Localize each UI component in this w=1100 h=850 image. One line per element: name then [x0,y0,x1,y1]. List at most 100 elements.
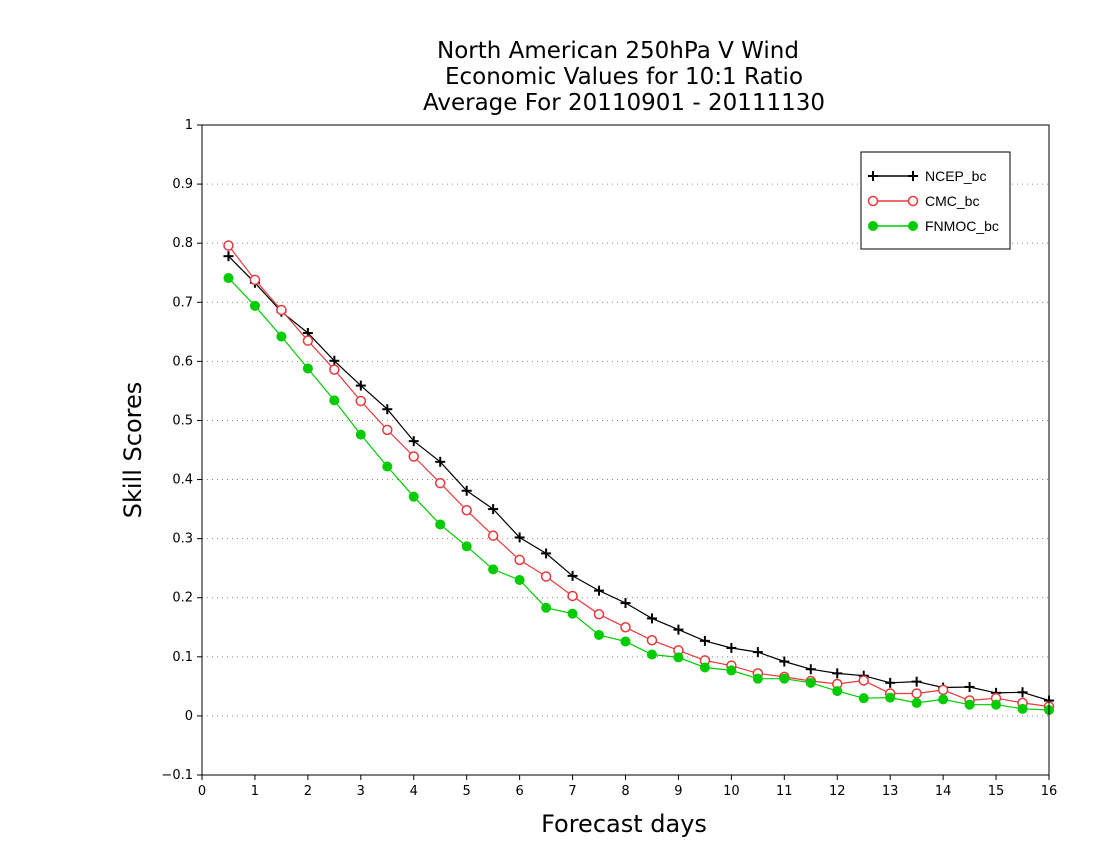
data-point-ncep-bc [646,613,657,624]
data-point-cmc-bc [514,554,525,566]
data-point-ncep-bc [514,532,525,543]
data-point-fnmoc-bc [673,652,684,663]
y-tick-label: 0.4 [172,473,193,488]
data-point-fnmoc-bc [408,491,419,502]
x-tick-label: 16 [1041,784,1058,799]
data-point-cmc-bc [382,424,393,436]
data-point-fnmoc-bc [249,300,260,311]
legend-marker-ncep-bc [868,171,878,181]
data-point-cmc-bc [567,590,578,602]
x-tick-label: 0 [198,784,206,799]
data-point-cmc-bc [223,240,234,251]
data-point-fnmoc-bc [355,429,366,440]
data-point-ncep-bc [726,642,737,653]
data-point-ncep-bc [461,485,472,496]
data-point-fnmoc-bc [329,395,340,406]
data-point-fnmoc-bc [752,673,763,684]
x-tick-label: 8 [621,784,629,799]
data-point-fnmoc-bc [567,608,578,619]
x-axis-label: Forecast days [541,810,707,838]
data-point-fnmoc-bc [991,699,1002,710]
data-point-fnmoc-bc [885,692,896,703]
data-point-ncep-bc [541,548,552,559]
y-tick-label: 0.8 [172,236,193,251]
data-point-ncep-bc [832,668,843,679]
data-point-cmc-bc [408,451,419,462]
legend-item-cmc-bc: CMC_bc [867,193,979,209]
data-point-cmc-bc [646,635,658,646]
data-point-fnmoc-bc [302,363,313,374]
data-point-fnmoc-bc [805,677,816,688]
legend-marker-fnmoc-bc [908,221,918,231]
data-point-ncep-bc [382,404,393,415]
data-point-cmc-bc [302,335,314,346]
y-tick-label: 0.7 [172,295,193,310]
data-point-ncep-bc [329,355,340,366]
data-point-ncep-bc [805,664,816,675]
y-tick-label: 0.9 [172,177,193,192]
legend-label-fnmoc-bc: FNMOC_bc [925,218,999,234]
data-point-fnmoc-bc [541,602,552,613]
y-tick-label: −0.1 [161,768,193,783]
x-tick-label: 7 [568,784,576,799]
data-point-cmc-bc [593,609,605,620]
data-point-ncep-bc [673,624,684,635]
x-tick-label: 2 [304,784,312,799]
data-point-fnmoc-bc [779,673,790,684]
data-point-cmc-bc [540,571,552,582]
legend-marker-fnmoc-bc [868,221,878,231]
data-point-ncep-bc [752,647,763,658]
data-point-fnmoc-bc [858,693,869,704]
series-line-fnmoc-bc [228,277,1050,711]
data-point-ncep-bc [885,677,896,688]
x-tick-label: 6 [515,784,523,799]
data-point-fnmoc-bc [938,694,949,705]
data-point-fnmoc-bc [382,461,393,472]
y-axis-label: Skill Scores [119,382,147,519]
data-point-ncep-bc [699,635,710,646]
y-tick-label: 0.1 [172,650,193,665]
data-point-fnmoc-bc [964,699,975,710]
data-point-cmc-bc [487,530,499,541]
x-tick-label: 15 [988,784,1005,799]
data-point-fnmoc-bc [435,519,446,530]
data-point-fnmoc-bc [1017,703,1028,714]
y-tick-label: 1 [185,118,193,133]
data-point-cmc-bc [461,505,472,516]
data-point-fnmoc-bc [911,697,922,708]
y-tick-label: 0.5 [172,413,193,428]
axis-ticks: −0.100.10.20.30.40.50.60.70.80.910 1 2 3 4 5 6… [161,118,1057,799]
data-point-fnmoc-bc [488,564,499,575]
y-tick-label: 0.6 [172,354,193,369]
data-point-cmc-bc [911,688,922,699]
data-point-ncep-bc [223,251,234,262]
data-point-fnmoc-bc [832,686,843,697]
data-point-fnmoc-bc [461,541,472,552]
data-point-fnmoc-bc [620,636,631,647]
legend: NCEP_bc CMC_bc FNMOC_bc [860,151,1011,250]
data-point-fnmoc-bc [726,665,737,676]
data-point-cmc-bc [858,675,869,686]
data-point-ncep-bc [567,570,578,581]
data-point-ncep-bc [911,676,922,687]
chart-title-line-3: Average For 20110901 - 20111130 [423,90,825,116]
legend-marker-cmc-bc [867,195,879,207]
grid [202,183,1049,717]
x-tick-label: 14 [935,784,952,799]
x-tick-label: 13 [882,784,899,799]
chart-title-line-2: Economic Values for 10:1 Ratio [445,64,803,90]
data-point-cmc-bc [355,395,367,407]
series-line-cmc-bc [228,245,1050,708]
data-point-fnmoc-bc [699,662,710,673]
legend-item-ncep-bc: NCEP_bc [868,168,986,184]
data-point-fnmoc-bc [646,649,657,660]
y-tick-label: 0.3 [172,532,193,547]
data-point-ncep-bc [964,681,975,692]
data-point-fnmoc-bc [223,273,234,284]
data-point-ncep-bc [1017,687,1028,698]
data-point-ncep-bc [594,585,605,596]
legend-label-ncep-bc: NCEP_bc [925,168,986,184]
legend-marker-cmc-bc [907,195,919,207]
data-point-cmc-bc [434,477,446,489]
